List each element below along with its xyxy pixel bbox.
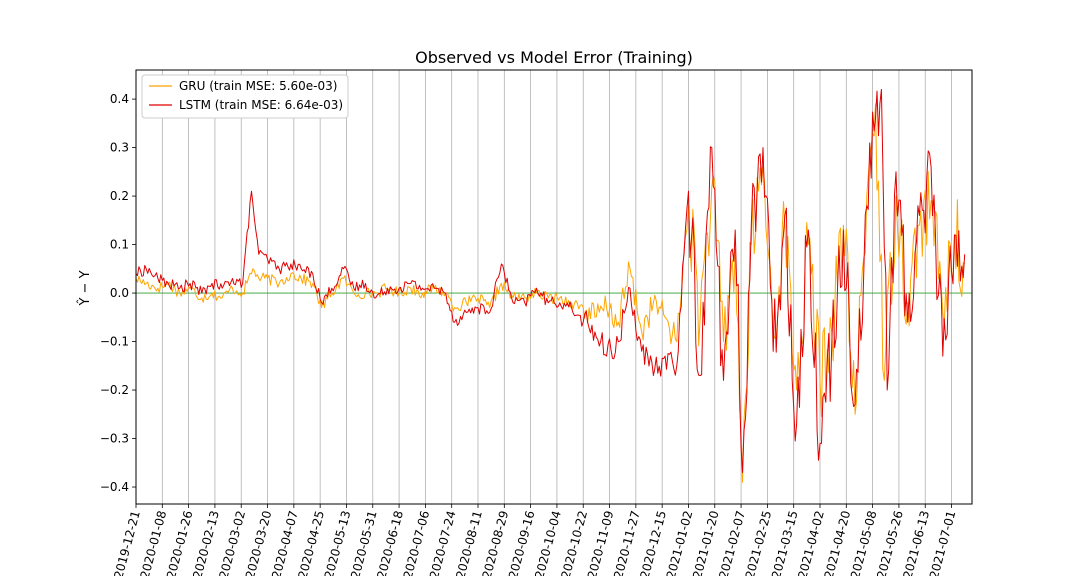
series-line-lstm <box>135 88 966 473</box>
x-tick-label: 2021-01-20 <box>690 509 722 576</box>
x-tick-label: 2021-07-01 <box>927 509 959 576</box>
x-tick-label: 2020-11-09 <box>585 509 617 576</box>
x-tick-label: 2020-09-16 <box>506 509 538 576</box>
x-tick-label: 2020-03-02 <box>217 509 249 576</box>
x-tick-label: 2020-06-18 <box>374 509 406 576</box>
x-tick-label: 2020-04-25 <box>295 509 327 576</box>
y-tick-label: −0.2 <box>100 383 129 397</box>
x-tick-label: 2020-07-24 <box>427 509 459 576</box>
x-tick-label: 2020-11-27 <box>611 509 643 576</box>
x-tick-label: 2020-02-13 <box>190 509 222 576</box>
x-tick-label: 2021-03-15 <box>769 509 801 576</box>
chart-title: Observed vs Model Error (Training) <box>415 48 693 67</box>
y-tick-label: 0.2 <box>110 189 129 203</box>
series-group <box>135 88 966 483</box>
y-tick-label: −0.3 <box>100 432 129 446</box>
x-axis-ticks: 2019-12-212020-01-082020-01-262020-02-13… <box>111 504 958 576</box>
x-tick-label: 2021-02-25 <box>743 509 775 576</box>
x-tick-label: 2021-02-07 <box>716 509 748 576</box>
y-tick-label: 0.3 <box>110 141 129 155</box>
legend-box <box>141 74 349 119</box>
x-tick-label: 2021-06-13 <box>901 509 933 576</box>
y-tick-label: −0.1 <box>100 335 129 349</box>
x-tick-label: 2020-10-22 <box>559 509 591 576</box>
y-tick-label: 0.1 <box>110 238 129 252</box>
legend-label-gru: GRU (train MSE: 5.60e-03) <box>179 79 337 93</box>
x-tick-label: 2019-12-21 <box>111 509 143 576</box>
x-tick-label: 2020-05-31 <box>348 509 380 576</box>
x-tick-label: 2021-04-20 <box>822 509 854 576</box>
x-tick-label: 2020-10-04 <box>532 509 564 576</box>
y-tick-label: 0.4 <box>110 92 129 106</box>
legend-label-lstm: LSTM (train MSE: 6.64e-03) <box>179 98 343 112</box>
y-tick-label: −0.4 <box>100 480 129 494</box>
x-tick-label: 2020-08-11 <box>453 509 485 576</box>
y-axis-label: Ŷ − Y <box>77 270 93 306</box>
x-tick-label: 2021-01-02 <box>664 509 696 576</box>
x-tick-label: 2020-03-20 <box>243 509 275 576</box>
x-tick-label: 2020-08-29 <box>480 509 512 576</box>
x-tick-label: 2020-01-08 <box>138 509 170 576</box>
legend: GRU (train MSE: 5.60e-03) LSTM (train MS… <box>141 74 349 119</box>
x-tick-label: 2020-12-15 <box>637 509 669 576</box>
x-grid <box>135 70 952 504</box>
y-tick-label: 0.0 <box>110 286 129 300</box>
x-tick-label: 2020-01-26 <box>164 509 196 576</box>
x-tick-label: 2020-07-06 <box>401 509 433 576</box>
y-axis-ticks: −0.4 −0.3 −0.2 −0.1 0.0 0.1 0.2 0.3 0.4 <box>100 92 136 494</box>
plot-frame <box>135 69 973 505</box>
x-tick-label: 2020-04-07 <box>269 509 301 576</box>
x-tick-label: 2021-05-26 <box>874 509 906 576</box>
x-tick-label: 2021-04-02 <box>795 509 827 576</box>
x-tick-label: 2020-05-13 <box>322 509 354 576</box>
x-tick-label: 2021-05-08 <box>848 509 880 576</box>
